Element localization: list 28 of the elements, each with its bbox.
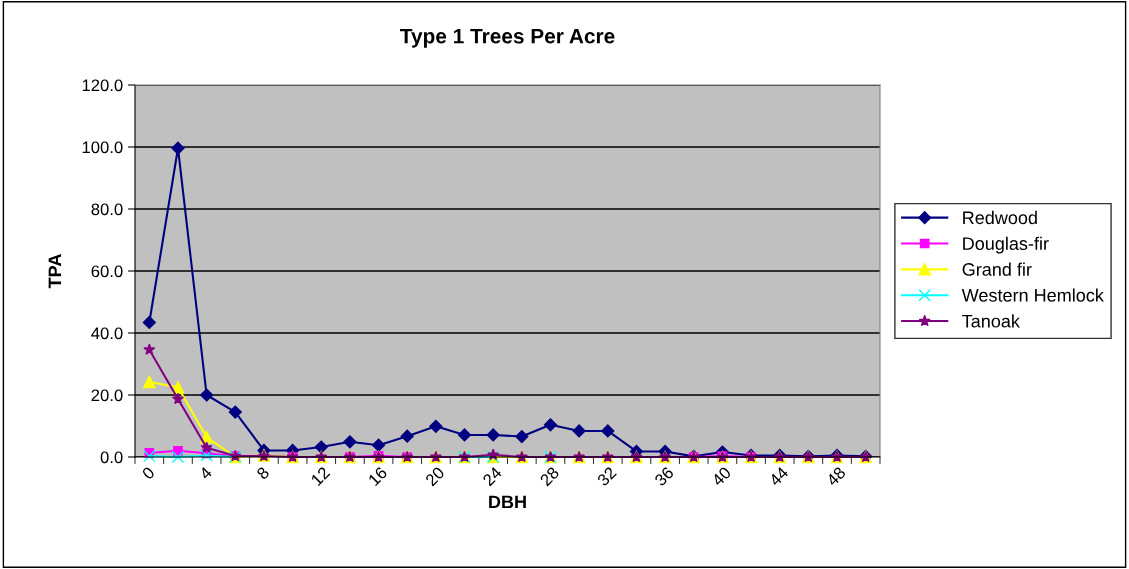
y-axis-title: TPA bbox=[48, 254, 62, 289]
x-tick-label: 32 bbox=[596, 466, 617, 487]
x-tick-label: 16 bbox=[367, 466, 388, 487]
legend-label: Grand fir bbox=[962, 262, 1032, 276]
x-tick-label: 28 bbox=[539, 466, 560, 487]
legend-label: Western Hemlock bbox=[961, 288, 1104, 302]
legend-label: Redwood bbox=[963, 210, 1037, 225]
legend-label: Douglas-fir bbox=[963, 236, 1049, 254]
y-tick-label: 100.0 bbox=[82, 141, 123, 154]
y-tick-label: 40.0 bbox=[91, 327, 123, 340]
x-tick-label: 20 bbox=[424, 466, 446, 487]
x-tick-label: 8 bbox=[256, 466, 270, 481]
x-tick-label: 0 bbox=[141, 466, 156, 481]
x-tick-label: 36 bbox=[653, 466, 675, 487]
x-tick-label: 48 bbox=[825, 466, 847, 487]
x-tick-label: 12 bbox=[310, 466, 331, 487]
chart-title: Type 1 Trees Per Acre bbox=[400, 29, 615, 48]
y-tick-label: 0.0 bbox=[100, 451, 123, 464]
y-tick-label: 20.0 bbox=[91, 389, 123, 402]
y-tick-label: 120.0 bbox=[82, 79, 123, 92]
x-axis-title: DBH bbox=[489, 495, 526, 509]
y-tick-label: 60.0 bbox=[91, 265, 123, 278]
x-tick-label: 40 bbox=[710, 466, 732, 487]
x-tick-label: 44 bbox=[768, 466, 789, 487]
legend-label: Tanoak bbox=[962, 314, 1020, 328]
y-tick-label: 80.0 bbox=[91, 203, 123, 216]
x-tick-label: 24 bbox=[482, 465, 503, 487]
x-tick-label: 4 bbox=[198, 466, 213, 481]
